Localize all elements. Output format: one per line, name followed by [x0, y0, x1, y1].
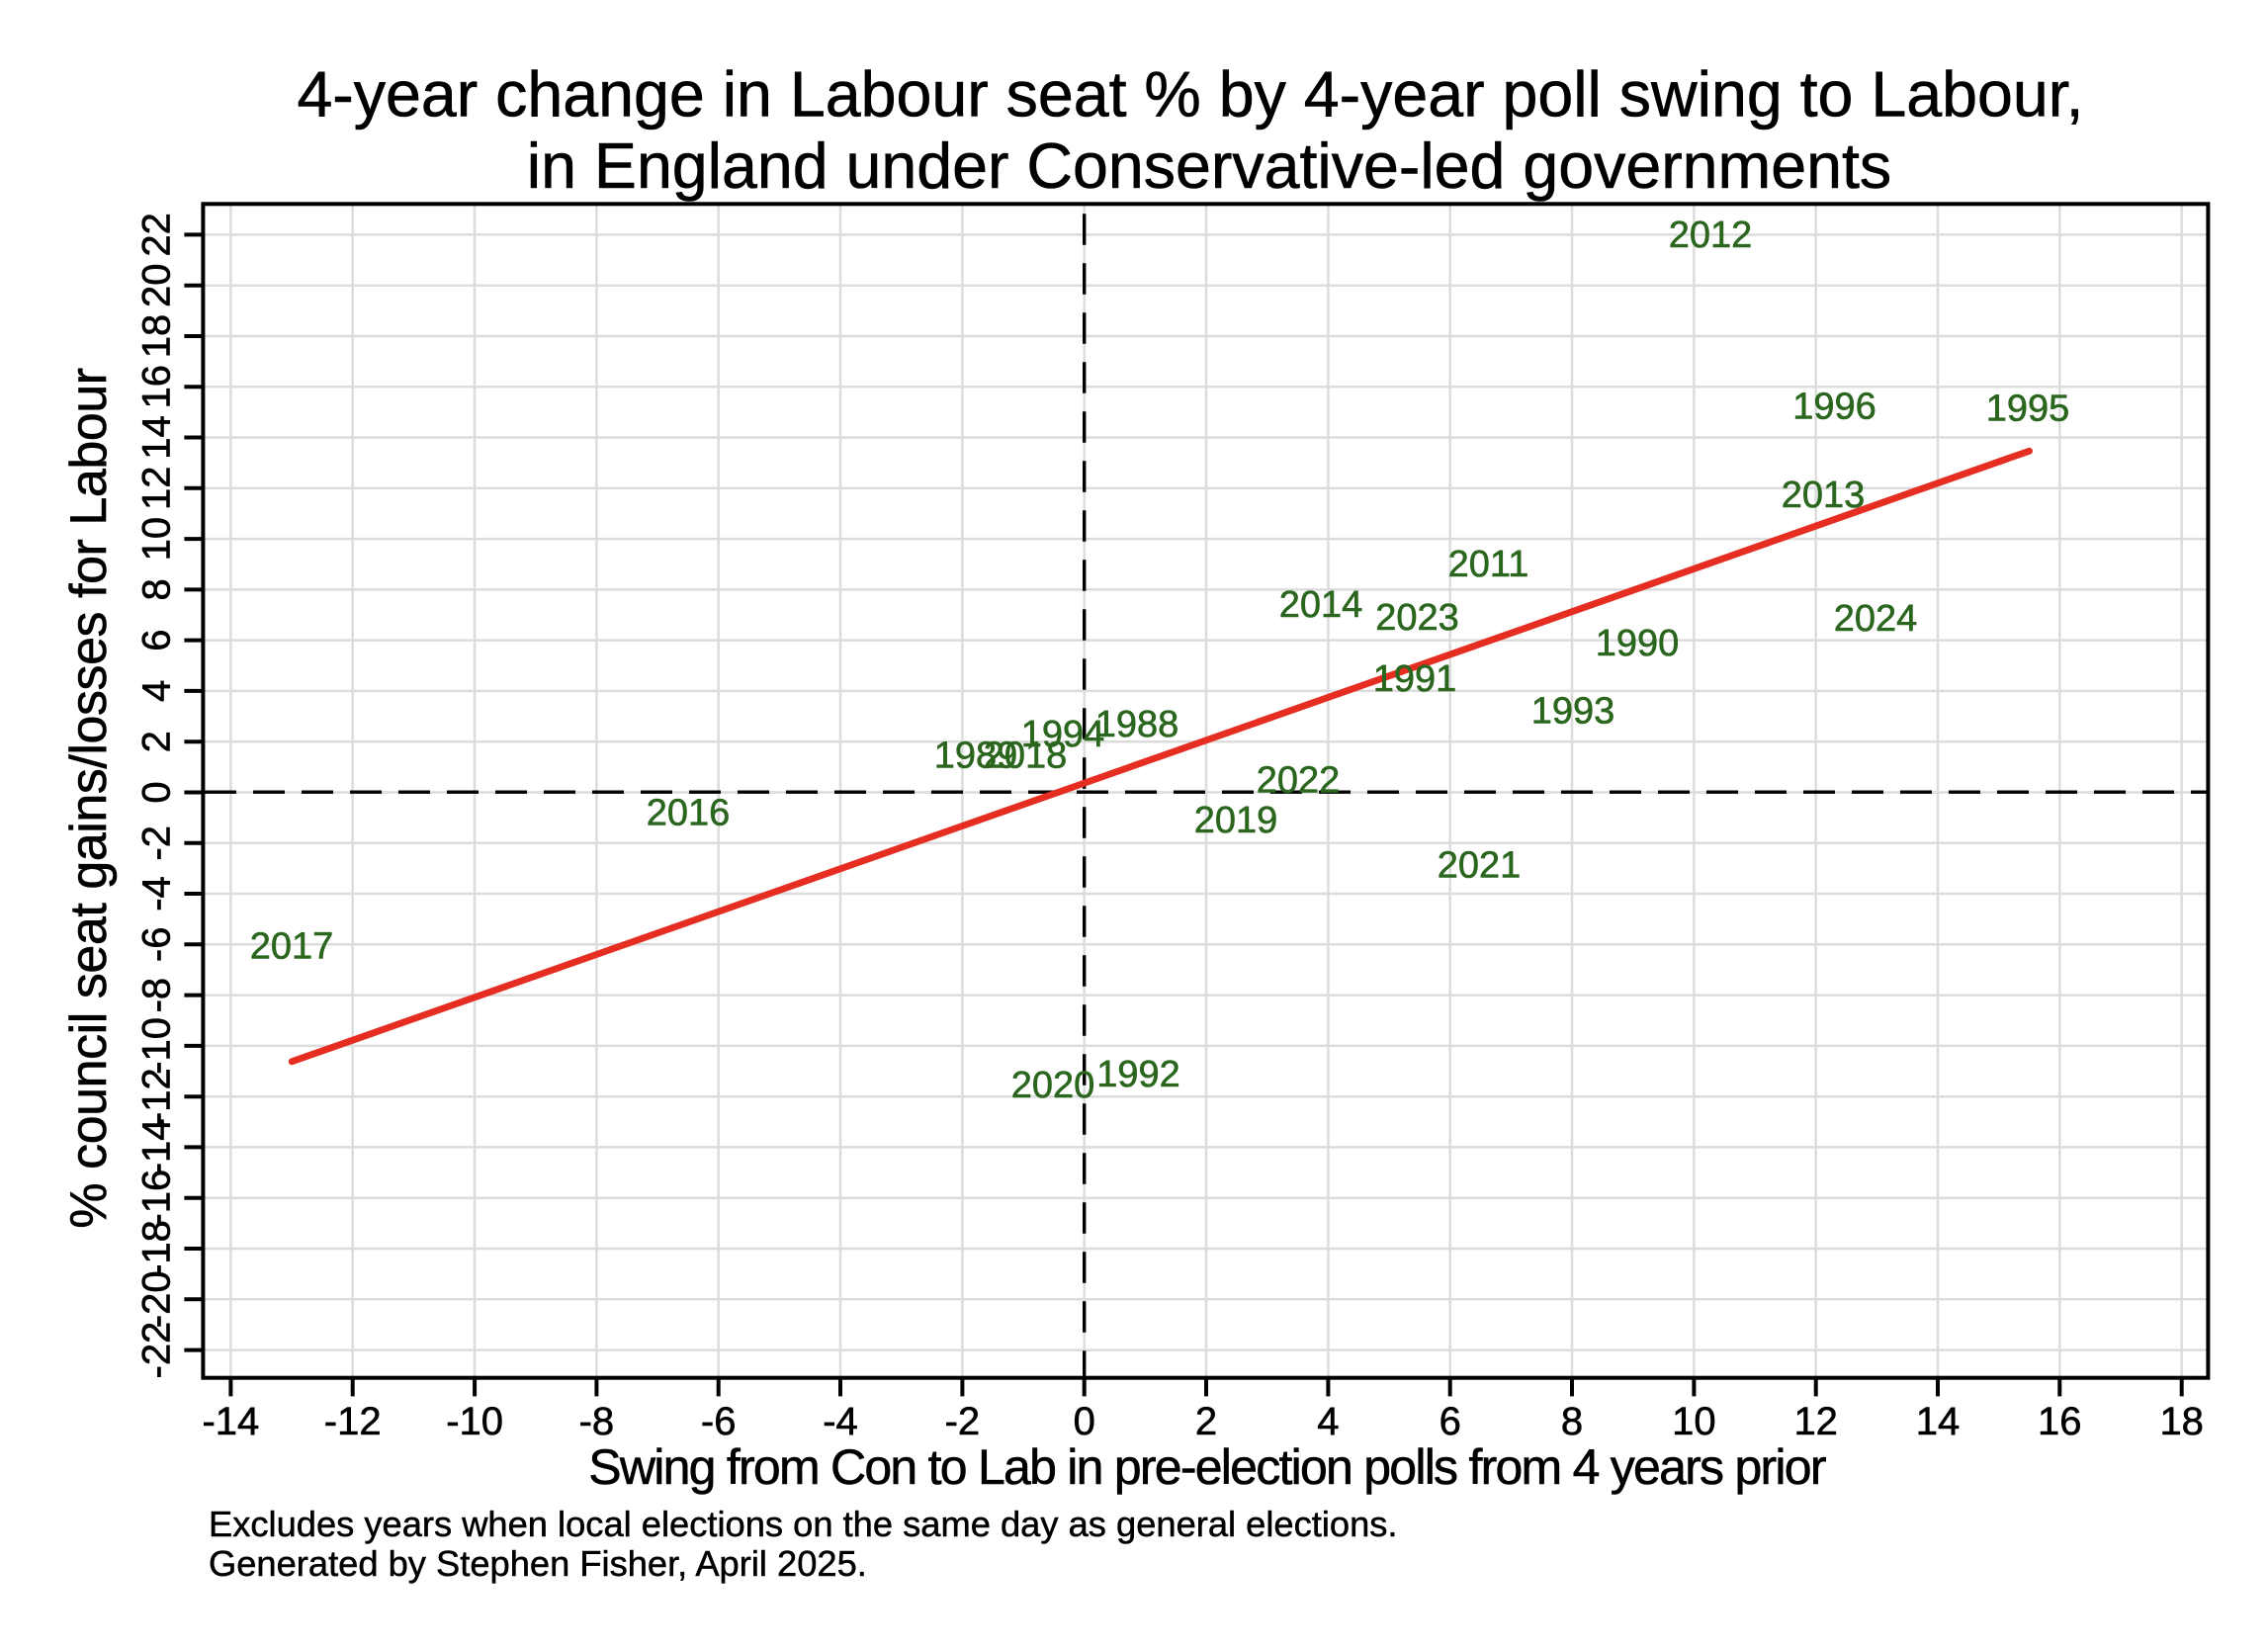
svg-text:12: 12: [1793, 1400, 1838, 1443]
svg-text:2012: 2012: [1669, 215, 1753, 256]
svg-text:Swing from Con to Lab in pre-e: Swing from Con to Lab in pre-election po…: [588, 1439, 1826, 1495]
svg-text:2018: 2018: [984, 736, 1068, 777]
svg-text:8: 8: [1561, 1400, 1583, 1443]
svg-text:1991: 1991: [1373, 658, 1457, 700]
svg-text:1993: 1993: [1531, 691, 1615, 733]
svg-text:2: 2: [135, 731, 179, 752]
svg-text:-6: -6: [135, 927, 179, 963]
svg-text:16: 16: [135, 365, 179, 409]
svg-text:-4: -4: [823, 1400, 858, 1443]
svg-text:4: 4: [135, 680, 179, 702]
svg-text:1990: 1990: [1596, 623, 1680, 664]
svg-text:12: 12: [135, 467, 179, 511]
svg-text:-16: -16: [135, 1170, 179, 1227]
svg-text:14: 14: [135, 415, 179, 460]
svg-text:16: 16: [2038, 1400, 2082, 1443]
svg-text:-18: -18: [135, 1220, 179, 1277]
svg-text:-10: -10: [446, 1400, 503, 1443]
svg-text:2023: 2023: [1375, 597, 1459, 639]
svg-text:-14: -14: [135, 1118, 179, 1175]
svg-text:2020: 2020: [1011, 1065, 1095, 1106]
svg-text:2011: 2011: [1448, 544, 1529, 585]
svg-text:in England under Conservative-: in England under Conservative-led govern…: [527, 130, 1891, 202]
svg-text:-20: -20: [135, 1270, 179, 1328]
svg-text:Excludes years when local elec: Excludes years when local elections on t…: [209, 1504, 1398, 1544]
svg-text:-12: -12: [135, 1068, 179, 1125]
svg-text:18: 18: [2159, 1400, 2204, 1443]
svg-text:1989: 1989: [934, 736, 1018, 777]
svg-text:2024: 2024: [1834, 598, 1918, 640]
svg-text:Generated by Stephen Fisher, A: Generated by Stephen Fisher, April 2025.: [209, 1543, 867, 1584]
svg-text:-10: -10: [135, 1017, 179, 1075]
svg-text:10: 10: [1672, 1400, 1716, 1443]
svg-text:0: 0: [1074, 1400, 1095, 1443]
svg-text:1994: 1994: [1021, 714, 1105, 755]
svg-text:2017: 2017: [250, 926, 334, 968]
svg-text:-14: -14: [202, 1400, 259, 1443]
svg-text:2022: 2022: [1257, 760, 1341, 802]
svg-text:-22: -22: [135, 1322, 179, 1379]
svg-text:-2: -2: [945, 1400, 981, 1443]
svg-text:0: 0: [135, 781, 179, 803]
svg-text:2014: 2014: [1279, 584, 1363, 626]
svg-text:-8: -8: [579, 1400, 615, 1443]
svg-text:10: 10: [135, 517, 179, 562]
svg-text:22: 22: [135, 213, 179, 257]
svg-text:4: 4: [1317, 1400, 1339, 1443]
svg-text:-4: -4: [135, 876, 179, 911]
svg-text:1988: 1988: [1095, 704, 1179, 745]
svg-text:-2: -2: [135, 825, 179, 861]
svg-text:1996: 1996: [1792, 387, 1876, 428]
svg-text:1992: 1992: [1096, 1054, 1180, 1095]
svg-text:2: 2: [1195, 1400, 1217, 1443]
svg-text:4-year change in Labour seat %: 4-year change in Labour seat % by 4-year…: [297, 59, 2083, 130]
svg-text:6: 6: [1439, 1400, 1461, 1443]
svg-text:-8: -8: [135, 978, 179, 1013]
svg-text:% council seat gains/losses fo: % council seat gains/losses for Labour: [60, 368, 118, 1228]
svg-text:-6: -6: [701, 1400, 737, 1443]
svg-text:14: 14: [1916, 1400, 1961, 1443]
svg-text:2019: 2019: [1194, 800, 1278, 841]
svg-text:2013: 2013: [1782, 475, 1866, 516]
svg-text:20: 20: [135, 263, 179, 307]
svg-text:2016: 2016: [647, 793, 731, 834]
svg-text:18: 18: [135, 314, 179, 359]
svg-text:2021: 2021: [1438, 845, 1522, 887]
svg-text:1995: 1995: [1986, 389, 2070, 430]
svg-text:6: 6: [135, 629, 179, 651]
svg-text:-12: -12: [324, 1400, 382, 1443]
svg-text:8: 8: [135, 578, 179, 600]
